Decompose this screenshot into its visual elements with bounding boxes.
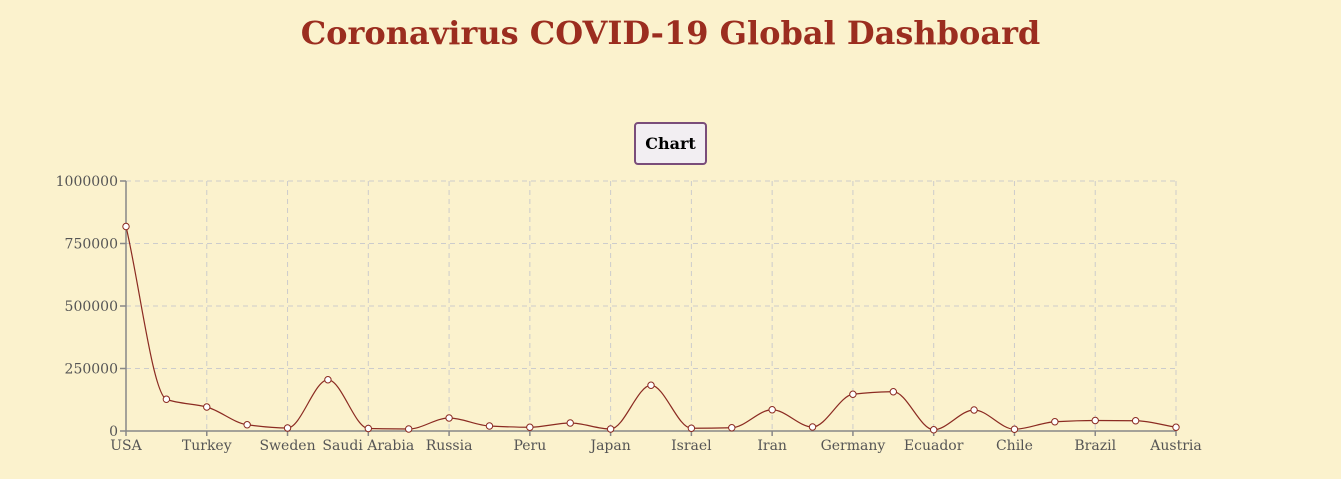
data-point[interactable] <box>647 381 655 389</box>
x-tick-label: Saudi Arabia <box>322 438 414 454</box>
data-point[interactable] <box>849 390 857 398</box>
data-point[interactable] <box>1010 425 1019 433</box>
x-axis-ticks: USA Turkey Sweden Saudi Arabia Russia Peru Jap… <box>110 431 1202 454</box>
data-point[interactable] <box>1131 417 1140 425</box>
series <box>125 226 1177 431</box>
x-tick-label: Austria <box>1149 438 1201 454</box>
data-point[interactable] <box>728 424 736 432</box>
x-tick-label: Brazil <box>1074 438 1116 454</box>
x-tick-label: Japan <box>588 438 630 454</box>
data-point[interactable] <box>970 406 978 414</box>
data-point[interactable] <box>1051 418 1059 426</box>
x-tick-label: Sweden <box>259 438 315 454</box>
data-point[interactable] <box>122 222 130 231</box>
y-axis-ticks: 0 250000 500000 750000 1000000 <box>56 174 126 440</box>
x-tick-label: Germany <box>821 438 886 454</box>
data-point[interactable] <box>203 403 211 411</box>
data-point[interactable] <box>606 425 615 433</box>
y-tick-label: 0 <box>109 424 118 440</box>
y-tick-label: 1000000 <box>56 174 118 190</box>
data-point[interactable] <box>364 424 373 433</box>
x-tick-label: Russia <box>426 438 473 454</box>
data-point[interactable] <box>687 424 696 432</box>
data-point[interactable] <box>526 423 534 431</box>
data-point[interactable] <box>768 406 776 414</box>
data-point[interactable] <box>243 421 251 429</box>
x-tick-label: Iran <box>757 438 787 454</box>
data-point[interactable] <box>1172 423 1180 431</box>
data-point[interactable] <box>283 424 292 432</box>
grid <box>126 180 1177 431</box>
x-tick-label: Ecuador <box>904 438 964 454</box>
data-point[interactable] <box>404 425 413 433</box>
x-tick-label: Turkey <box>182 438 232 454</box>
y-tick-label: 750000 <box>65 237 118 253</box>
x-tick-label: USA <box>110 438 142 454</box>
y-tick-label: 250000 <box>65 362 118 378</box>
data-point[interactable] <box>929 426 938 434</box>
series-line <box>125 226 1177 431</box>
data-point[interactable] <box>566 419 574 427</box>
x-tick-label: Chile <box>996 438 1033 454</box>
data-points <box>122 222 1180 434</box>
data-point[interactable] <box>445 414 453 422</box>
x-tick-label: Peru <box>513 438 546 454</box>
data-point[interactable] <box>485 422 494 430</box>
data-point[interactable] <box>889 388 898 396</box>
x-tick-label: Israel <box>671 438 712 454</box>
data-point[interactable] <box>162 395 171 403</box>
data-point[interactable] <box>1091 416 1099 425</box>
data-point[interactable] <box>808 423 817 431</box>
data-point[interactable] <box>324 376 332 384</box>
chart-button[interactable]: Chart <box>634 122 707 165</box>
page-title: Coronavirus COVID-19 Global Dashboard <box>300 14 1041 52</box>
y-tick-label: 500000 <box>65 299 118 315</box>
